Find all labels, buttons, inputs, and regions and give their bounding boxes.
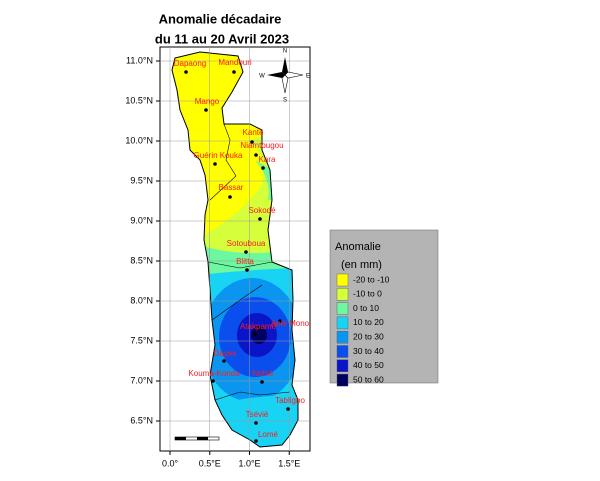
city-dot — [253, 332, 257, 336]
city-dot — [228, 195, 232, 199]
city-label: Dayes — [214, 349, 237, 358]
city-label: Tabligbo — [275, 396, 305, 405]
compass-label: N — [283, 49, 287, 55]
scale-bar — [174, 436, 220, 441]
lat-label: 10.0°N — [125, 135, 153, 145]
lon-label: 0.5°E — [199, 458, 221, 468]
city-dot — [250, 140, 254, 144]
legend-label: 10 to 20 — [353, 317, 384, 327]
city-dot — [254, 439, 258, 443]
city-label: Blitta — [236, 257, 254, 266]
city-dot — [260, 380, 264, 384]
title: Anomalie décadaire — [159, 11, 282, 26]
lat-label: 7.5°N — [130, 335, 153, 345]
legend-label: 50 to 60 — [353, 374, 384, 384]
city-dot — [254, 421, 258, 425]
city-dot — [245, 268, 249, 272]
city-dot — [261, 166, 265, 170]
legend-subtitle: (en mm) — [341, 259, 382, 271]
city-label: Anie Mono — [271, 319, 310, 328]
graticule: 11.0°N 10.5°N 10.0°N 9.5°N 9.0°N 8.5°N 8.0°N 7.… — [125, 47, 310, 468]
city-dot — [244, 250, 248, 254]
city-dot — [286, 407, 290, 411]
city-label: Lomé — [258, 430, 279, 439]
city-label: Kanté — [243, 128, 264, 137]
lat-label: 9.0°N — [130, 215, 153, 225]
city-label: Tsévié — [246, 410, 269, 419]
city-dot — [258, 217, 262, 221]
city-label: Atakpamé — [240, 322, 277, 331]
lat-label: 8.0°N — [130, 295, 153, 305]
legend-swatch — [336, 302, 349, 315]
city-dot — [254, 153, 258, 157]
city-label: Niamtougou — [240, 141, 283, 150]
city-dot — [222, 359, 226, 363]
north-arrow: N E S W — [259, 49, 310, 104]
city-label: Kara — [259, 155, 276, 164]
compass-label: E — [306, 74, 310, 80]
city-dot — [278, 319, 282, 323]
legend-title: Anomalie — [335, 241, 381, 253]
zone — [251, 326, 267, 344]
legend-swatch — [336, 316, 349, 330]
legend-swatch — [336, 331, 349, 344]
legend: Anomalie (en mm) -20 to -10 -10 to 0 0 to 10… — [335, 241, 390, 387]
legend-label: -20 to -10 — [353, 274, 390, 284]
city-label: Mandouri — [218, 58, 252, 67]
lon-label: 0.0° — [162, 458, 179, 468]
subtitle: du 11 au 20 Avril 2023 — [155, 31, 289, 46]
city-dot — [184, 70, 188, 74]
lat-label: 7.0°N — [130, 375, 153, 385]
legend-swatch — [336, 373, 349, 387]
lon-label: 1.5°E — [278, 458, 300, 468]
compass-label: W — [259, 74, 265, 80]
city-dot — [211, 379, 215, 383]
legend-label: 40 to 50 — [353, 360, 384, 370]
compass-label: S — [283, 98, 287, 104]
cities: Dapaong Mandouri Mango Kanté NiamtougouGuéri… — [174, 58, 310, 443]
city-label: Dapaong — [174, 59, 206, 68]
legend-label: 30 to 40 — [353, 346, 384, 356]
lat-label: 10.5°N — [125, 95, 153, 105]
city-dot — [204, 108, 208, 112]
city-label: Mango — [195, 97, 220, 106]
lat-label: 11.0°N — [126, 55, 153, 65]
lon-label: 1.0°E — [238, 458, 260, 468]
region-borders — [207, 123, 291, 401]
legend-swatch — [336, 273, 349, 287]
legend-swatch — [336, 359, 349, 372]
city-dot — [232, 70, 236, 74]
lat-label: 6.5°N — [130, 415, 153, 425]
lat-label: 9.5°N — [130, 175, 153, 185]
city-label: Guérin Kouka — [194, 151, 243, 160]
city-label: Sotouboua — [227, 239, 266, 248]
legend-label: 0 to 10 — [353, 303, 379, 313]
lat-label: 8.5°N — [130, 255, 153, 265]
city-label: Notsé — [253, 369, 274, 378]
legend-label: 20 to 30 — [353, 331, 384, 341]
city-label: Sokodé — [248, 206, 276, 215]
legend-swatch — [336, 345, 349, 358]
city-label: Kouma-Konda — [188, 369, 240, 378]
legend-swatch — [336, 288, 349, 301]
city-label: Bassar — [219, 183, 244, 192]
city-dot — [213, 162, 217, 166]
legend-label: -10 to 0 — [353, 289, 382, 299]
